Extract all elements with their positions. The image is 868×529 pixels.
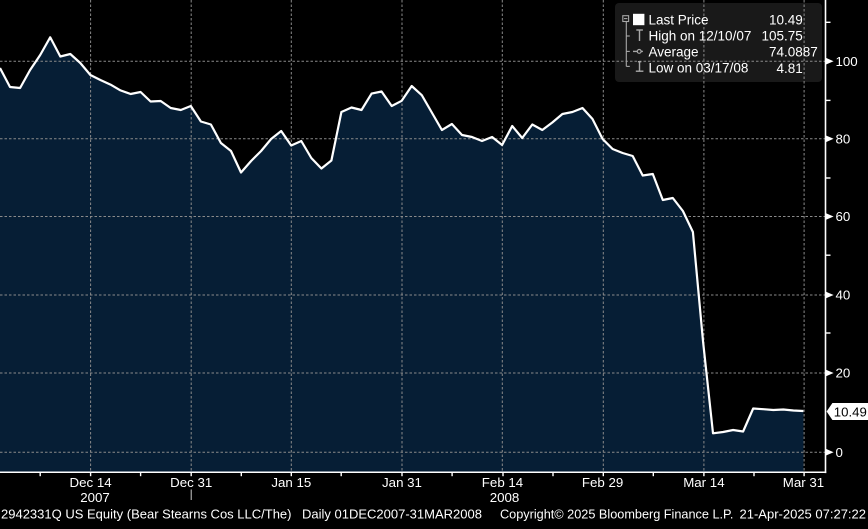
svg-text:High on 12/10/07: High on 12/10/07 <box>649 28 752 43</box>
svg-text:105: 105 <box>761 29 784 44</box>
svg-text:80: 80 <box>836 132 851 147</box>
svg-text:10: 10 <box>769 12 784 27</box>
svg-text:.81: .81 <box>784 61 803 76</box>
svg-text:Mar 31: Mar 31 <box>783 475 824 490</box>
svg-text:0: 0 <box>836 445 843 460</box>
svg-text:.49: .49 <box>784 12 803 27</box>
svg-text:Feb 29: Feb 29 <box>582 475 623 490</box>
svg-text:Copyright© 2025 Bloomberg Fina: Copyright© 2025 Bloomberg Finance L.P. <box>500 508 733 522</box>
svg-text:10.49: 10.49 <box>834 404 867 419</box>
svg-text:.75: .75 <box>784 29 803 44</box>
svg-text:Average: Average <box>649 45 699 60</box>
svg-text:20: 20 <box>836 366 851 381</box>
svg-text:2008: 2008 <box>490 490 520 505</box>
svg-text:Low on 03/17/08: Low on 03/17/08 <box>649 61 749 76</box>
svg-text:.0887: .0887 <box>784 45 818 60</box>
svg-text:Last Price: Last Price <box>649 12 709 27</box>
svg-text:60: 60 <box>836 209 851 224</box>
svg-text:2007: 2007 <box>80 490 110 505</box>
svg-text:Dec 14: Dec 14 <box>70 475 112 490</box>
svg-text:Daily 01DEC2007-31MAR2008: Daily 01DEC2007-31MAR2008 <box>302 507 482 522</box>
svg-text:Jan 15: Jan 15 <box>271 475 311 490</box>
svg-text:4: 4 <box>776 61 784 76</box>
svg-text:100: 100 <box>836 54 858 69</box>
svg-text:Dec 31: Dec 31 <box>170 475 212 490</box>
svg-text:74: 74 <box>769 45 785 60</box>
svg-text:Feb 14: Feb 14 <box>482 475 523 490</box>
svg-text:Mar 14: Mar 14 <box>683 475 724 490</box>
svg-text:40: 40 <box>836 288 851 303</box>
svg-text:21-Apr-2025 07:27:22: 21-Apr-2025 07:27:22 <box>740 507 866 522</box>
svg-text:Jan 31: Jan 31 <box>382 475 422 490</box>
svg-text:2942331Q US Equity (Bear Stear: 2942331Q US Equity (Bear Stearns Cos LLC… <box>1 507 291 522</box>
